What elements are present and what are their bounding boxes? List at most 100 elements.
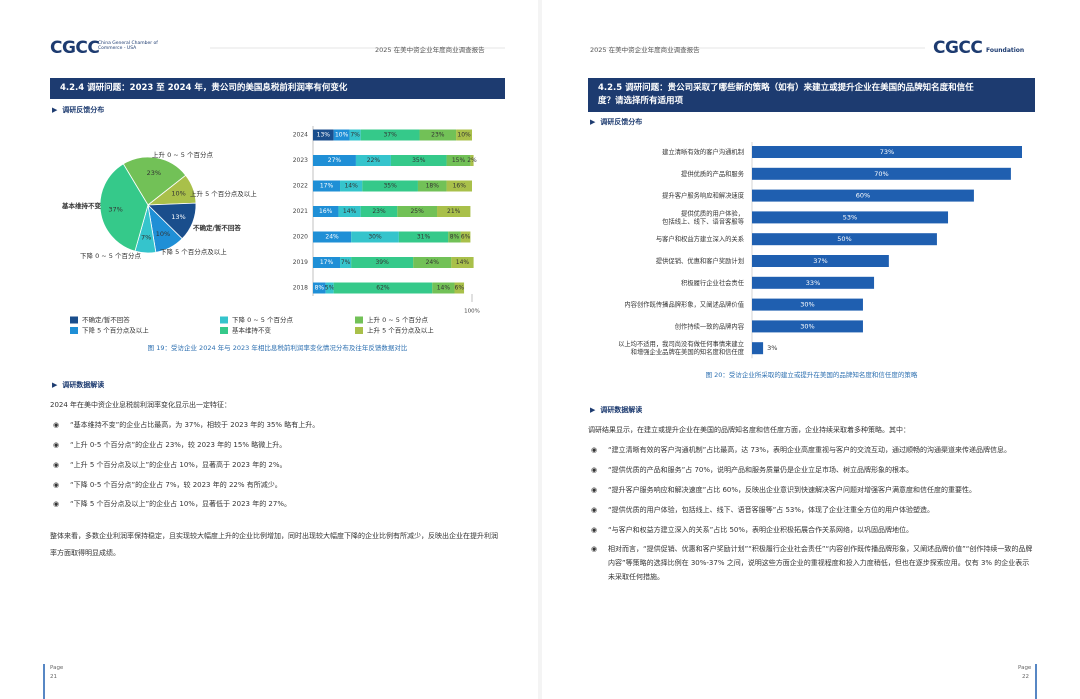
bar-value-label: 60% — [856, 192, 870, 200]
category-label-line: 包括线上、线下、语音客服等 — [662, 216, 745, 225]
bar-value-label: 73% — [880, 148, 894, 156]
bullet: “提供优质的用户体验，包括线上、线下、语音客服等”占 53%，体现了企业注重全方… — [588, 503, 1035, 517]
bullet: “与客户和权益方建立深入的关系”占比 50%，表明企业积极拓展合作关系网络，以巩… — [588, 523, 1035, 537]
bar-segment — [349, 129, 361, 141]
y-tick-label: 2024 — [293, 132, 308, 139]
bar — [752, 167, 1011, 180]
bar-segment — [417, 180, 447, 192]
bar-value-label: 27% — [328, 157, 342, 164]
bar-segment — [456, 129, 472, 141]
intro: 2024 年在美中资企业息税前利润率变化显示出一定特征： — [50, 401, 232, 409]
logo-subtitle: China General Chamber of Commerce - USA — [98, 41, 158, 51]
bar-value-label: 2% — [467, 157, 477, 164]
pie-category-label: 上升 0 ~ 5 个百分点 — [152, 150, 213, 159]
bar-segment — [448, 231, 461, 243]
pie-category-label: 下降 0 ~ 5 个百分点 — [80, 251, 141, 260]
bar-segment — [362, 180, 418, 192]
bar-value-label: 13% — [317, 132, 331, 139]
bar-value-label: 37% — [813, 257, 827, 265]
bar-value-label: 14% — [343, 208, 357, 215]
bar-segment — [360, 206, 398, 217]
bar-value-label: 8% — [450, 234, 460, 241]
bar-segment — [313, 231, 352, 243]
legend-swatch — [220, 327, 228, 334]
y-tick-label: 2020 — [293, 234, 308, 241]
logo-subtitle: Foundation — [986, 47, 1025, 54]
bar-value-label: 30% — [800, 301, 814, 309]
bar-value-label: 14% — [437, 285, 451, 292]
bar-value-label: 30% — [368, 234, 382, 241]
bar-segment — [451, 257, 474, 268]
y-tick-label: 2021 — [293, 208, 308, 215]
bar-segment — [313, 257, 341, 268]
subheading-text: 调研反馈分布 — [600, 118, 643, 126]
bar-segment — [333, 129, 350, 141]
bar-segment — [325, 282, 334, 294]
bar-value-label: 3% — [767, 344, 777, 352]
bar-value-label: 23% — [431, 132, 445, 139]
legend-label: 下降 5 个百分点及以上 — [82, 326, 149, 335]
bar-segment — [460, 231, 471, 243]
analysis-heading-text: 调研数据解读 — [600, 406, 643, 414]
section-title: 4.2.5 调研问题：贵公司采取了哪些新的策略（如有）来建立或提升企业在美国的品… — [588, 78, 1035, 112]
bar-segment — [470, 155, 474, 166]
bar-segment — [313, 129, 334, 141]
page-label: Page — [50, 665, 64, 671]
bar-segment — [355, 155, 391, 166]
bar — [752, 233, 937, 246]
bar-segment — [413, 257, 452, 268]
pie-category-label: 下降 5 个百分点及以上 — [160, 247, 227, 256]
pie-value-label: 10% — [156, 230, 170, 238]
left-page — [0, 0, 538, 699]
bar-value-label: 21% — [447, 208, 461, 215]
bar-segment — [437, 206, 471, 217]
bar — [752, 189, 974, 202]
bar-value-label: 7% — [341, 259, 351, 266]
y-tick-label: 2023 — [293, 157, 308, 164]
legend-swatch — [70, 316, 78, 324]
category-label: 与客户和权益方建立深入的关系 — [656, 234, 744, 243]
page-label: Page — [1018, 665, 1032, 671]
pie-value-label: 37% — [108, 205, 122, 213]
section-title: 4.2.4 调研问题：2023 至 2024 年，贵公司的美国息税前利润率有何变… — [50, 78, 505, 99]
category-label: 提供优质的用户体验，包括线上、线下、语音客服等 — [662, 208, 745, 225]
legend-label: 不确定/暂不回答 — [82, 315, 130, 324]
category-label: 以上均不适用，我司尚没有做任何事情来建立和增强企业品牌在美国的知名度和信任度 — [618, 339, 745, 356]
subheading-text: 调研反馈分布 — [62, 106, 105, 114]
category-label-line: 和增强企业品牌在美国的知名度和信任度 — [631, 347, 745, 356]
bar-segment — [333, 282, 433, 294]
bar-segment — [446, 180, 472, 192]
bar-segment — [351, 257, 414, 268]
legend-label: 下降 0 ~ 5 个百分点 — [232, 315, 293, 324]
page-number: 22 — [1022, 674, 1029, 680]
bar-segment — [338, 206, 361, 217]
bar-value-label: 37% — [383, 132, 397, 139]
bar-value-label: 53% — [843, 213, 857, 221]
bullet: “下降 5 个百分点及以上”的企业占 10%，显著低于 2023 年的 27%。 — [50, 497, 505, 511]
bar-value-label: 70% — [874, 170, 888, 178]
category-label: 积极履行企业社会责任 — [681, 278, 745, 287]
bar-value-label: 22% — [367, 157, 381, 164]
pie-value-label: 13% — [171, 213, 185, 221]
bar-value-label: 7% — [350, 132, 360, 139]
category-label: 创作持续一致的品牌内容 — [675, 321, 745, 330]
bar — [752, 255, 889, 267]
bar-value-label: 6% — [461, 234, 471, 241]
bullet: “基本维持不变”的企业占比最高，为 37%，相较于 2023 年的 35% 略有… — [50, 418, 505, 432]
bar-value-label: 17% — [320, 183, 334, 190]
bar-value-label: 18% — [426, 183, 440, 190]
bar-segment — [446, 155, 471, 166]
bar-segment — [313, 282, 326, 294]
x-tick-label: 100% — [464, 309, 480, 315]
subheading: ▶ 调研反馈分布 — [52, 106, 105, 114]
pie-value-label: 10% — [171, 190, 185, 198]
bar-segment — [313, 155, 356, 166]
legend-swatch — [220, 316, 228, 324]
bullet: “提供优质的产品和服务”占 70%，说明产品和服务质量仍是企业立足市场、树立品牌… — [588, 463, 1035, 477]
category-label: 提升客户服务响应和解决速度 — [662, 191, 745, 200]
bar-value-label: 10% — [335, 132, 349, 139]
bar-value-label: 15% — [452, 157, 466, 164]
bar-segment — [313, 206, 339, 217]
analysis-heading: ▶ 调研数据解读 — [590, 406, 643, 414]
pie-value-label: 7% — [141, 234, 151, 242]
